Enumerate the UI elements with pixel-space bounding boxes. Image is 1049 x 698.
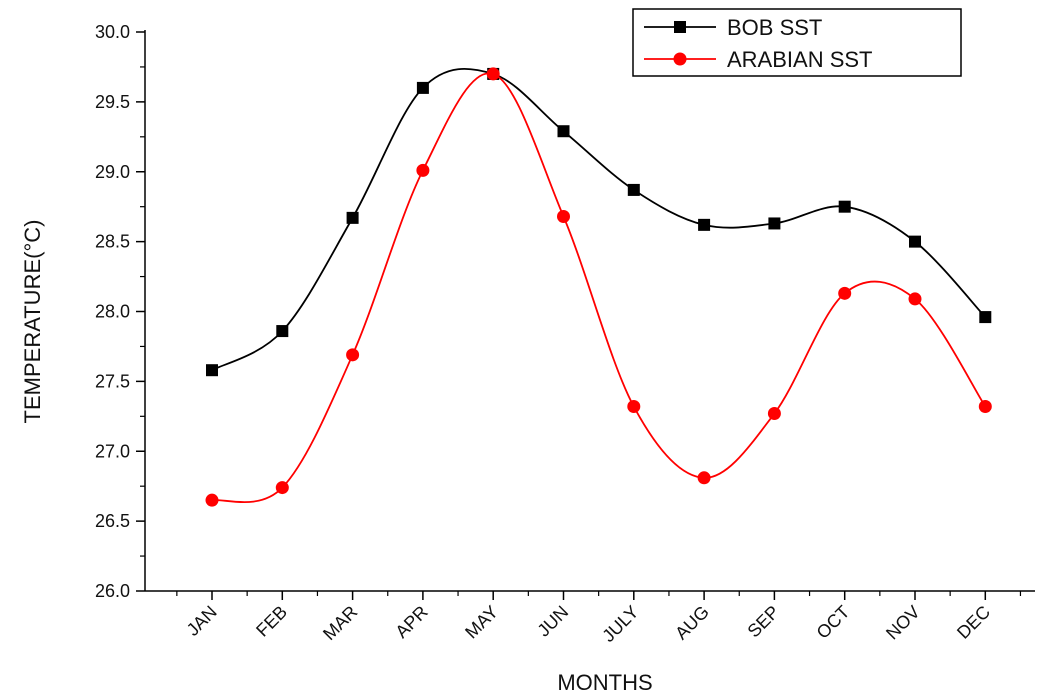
x-tick-label: OCT (813, 602, 854, 643)
data-point-bob-sst (909, 235, 921, 248)
data-point-arabian-sst (486, 67, 500, 81)
y-tick-label: 29.0 (95, 162, 130, 182)
legend-label-arabian-sst: ARABIAN SST (727, 47, 872, 72)
x-axis-title: MONTHS (557, 670, 652, 695)
series-layer (205, 67, 992, 507)
data-point-arabian-sst (978, 400, 992, 414)
x-tick-label: JUN (533, 602, 572, 641)
x-tick-label: DEC (953, 602, 994, 643)
y-tick-label: 28.5 (95, 232, 130, 252)
x-tick-label: SEP (744, 602, 784, 642)
y-ticks-group: 26.0 26.5 27.0 27.5 28.0 28.5 29.0 29.5 30.0 (95, 22, 145, 601)
y-tick-label: 28.0 (95, 302, 130, 322)
x-tick-label: MAY (461, 602, 502, 643)
data-point-bob-sst (206, 364, 218, 377)
legend-label-bob-sst: BOB SST (727, 15, 822, 40)
data-point-arabian-sst (275, 481, 289, 495)
data-point-arabian-sst (838, 286, 852, 300)
data-point-bob-sst (979, 311, 992, 324)
data-point-arabian-sst (346, 348, 360, 362)
data-point-bob-sst (416, 81, 429, 94)
data-point-bob-sst (838, 200, 851, 213)
data-point-arabian-sst (767, 407, 781, 421)
y-tick-label: 26.0 (95, 581, 130, 601)
y-tick-label: 26.5 (95, 511, 130, 531)
legend-marker-arabian-sst (673, 52, 687, 66)
legend-entry-bob-sst: BOB SST (644, 15, 822, 40)
y-tick-label: 29.5 (95, 92, 130, 112)
series-line-arabian-sst (211, 72, 987, 504)
legend: BOB SST ARABIAN SST (632, 8, 962, 77)
y-tick-label: 27.0 (95, 441, 130, 461)
x-tick-label: JULY (598, 602, 642, 646)
x-tick-label: FEB (252, 602, 291, 641)
data-point-arabian-sst (416, 163, 430, 177)
data-point-arabian-sst (697, 471, 711, 485)
data-point-arabian-sst (627, 400, 641, 414)
y-tick-label: 30.0 (95, 22, 130, 42)
x-tick-label: MAR (319, 602, 361, 644)
series-line-bob-sst (211, 67, 986, 371)
data-point-bob-sst (768, 217, 781, 230)
data-point-arabian-sst (557, 209, 570, 223)
data-point-bob-sst (698, 218, 711, 231)
data-point-bob-sst (627, 183, 640, 196)
data-point-arabian-sst (908, 292, 922, 306)
legend-entry-arabian-sst: ARABIAN SST (644, 47, 872, 72)
x-tick-label: APR (391, 602, 431, 642)
x-tick-label: AUG (671, 602, 713, 644)
axes-group (144, 30, 1035, 592)
x-tick-label: NOV (882, 602, 924, 644)
x-tick-label: JAN (183, 602, 221, 640)
legend-marker-bob-sst (674, 21, 686, 33)
y-axis-title: TEMPERATURE(°C) (20, 220, 45, 424)
data-point-bob-sst (346, 211, 359, 224)
data-point-bob-sst (276, 325, 289, 338)
y-tick-label: 27.5 (95, 371, 130, 391)
data-point-bob-sst (557, 125, 570, 138)
data-point-arabian-sst (205, 493, 219, 507)
legend-box (632, 8, 962, 77)
x-ticks-group: JAN FEB MAR APR MAY JUN JULY AUG SEP OCT NOV DEC (176, 591, 1022, 646)
